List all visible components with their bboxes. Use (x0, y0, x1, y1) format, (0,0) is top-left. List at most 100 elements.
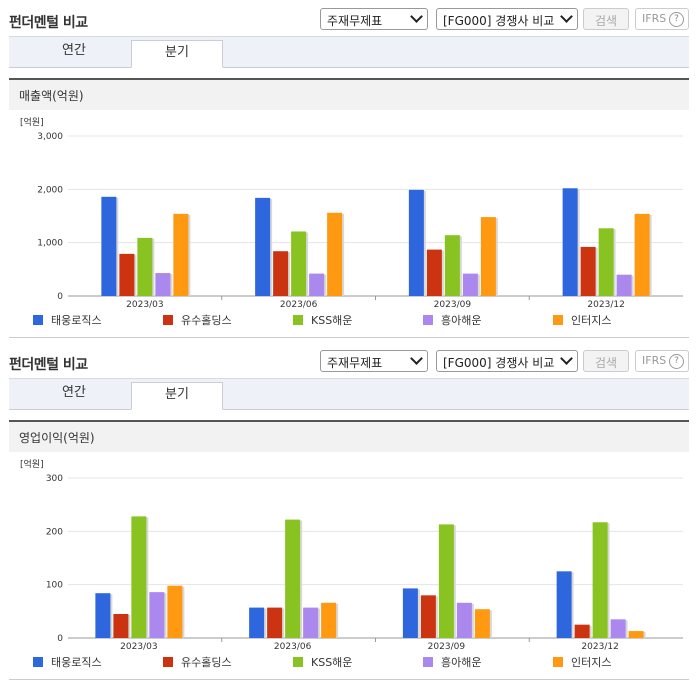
period-tabs: 연간 분기 (9, 378, 689, 410)
x-tick-label: 2023/03 (120, 642, 157, 652)
legend-item[interactable]: 태웅로직스 (33, 654, 102, 670)
bar (580, 246, 596, 296)
y-tick-label: 3,000 (37, 132, 63, 142)
ifrs-label: IFRS (642, 354, 667, 367)
legend-item[interactable]: KSS해운 (293, 654, 352, 670)
y-tick-label: 300 (46, 474, 63, 484)
chart-subtitle-bar: 매출액(억원) (9, 78, 689, 110)
legend-swatch (163, 657, 173, 667)
y-tick-label: 0 (57, 292, 63, 302)
x-tick-label: 2023/06 (280, 300, 318, 310)
legend-label: KSS해운 (311, 314, 353, 327)
chevron-down-icon (410, 352, 423, 365)
legend-swatch (423, 657, 433, 667)
bar (592, 522, 608, 638)
legend-swatch (33, 315, 43, 325)
help-icon[interactable]: ? (669, 354, 684, 369)
compare-group-select[interactable]: [FG000] 경쟁사 비교 (436, 350, 578, 372)
help-icon[interactable]: ? (669, 12, 684, 27)
revenue-chart: [억원] 0 1,000 2,000 3,000 2023/03 2023/06 2023/0… (20, 116, 683, 310)
ifrs-button[interactable]: IFRS ? (635, 350, 689, 372)
search-button[interactable]: 검색 (583, 350, 629, 372)
legend-item[interactable]: 유수홀딩스 (163, 312, 232, 328)
bar (634, 213, 650, 296)
legend-swatch (293, 657, 303, 667)
section-divider (9, 337, 689, 338)
tab-annual[interactable]: 연간 (62, 385, 86, 400)
legend-swatch (163, 315, 173, 325)
legend-item[interactable]: KSS해운 (293, 312, 352, 328)
page-title: 펀더멘털 비교 (9, 357, 88, 373)
legend-item[interactable]: 유수홀딩스 (163, 654, 232, 670)
bar (303, 607, 319, 638)
bar (249, 607, 265, 638)
statement-type-select[interactable]: 주재무제표 (320, 8, 428, 30)
legend-label: 흥아해운 (441, 314, 482, 327)
bar (616, 274, 632, 296)
search-button[interactable]: 검색 (583, 8, 629, 30)
bar (101, 196, 117, 296)
legend-label: 태웅로직스 (51, 656, 102, 669)
operating-profit-legend: 태웅로직스 유수홀딩스 KSS해운 흥아해운 인터지스 (0, 654, 696, 672)
legend-item[interactable]: 인터지스 (553, 312, 611, 328)
bar (556, 571, 572, 638)
bar (327, 212, 343, 296)
bar (155, 273, 171, 296)
x-tick-label: 2023/12 (581, 642, 618, 652)
compare-group-select[interactable]: [FG000] 경쟁사 비교 (436, 8, 578, 30)
chart-subtitle: 영업이익(억원) (19, 431, 95, 445)
legend-label: 태웅로직스 (51, 314, 102, 327)
y-tick-label: 200 (46, 527, 63, 537)
statement-type-select[interactable]: 주재무제표 (320, 350, 428, 372)
section-header: 펀더멘털 비교 주재무제표 [FG000] 경쟁사 비교 검색 IFRS ? (0, 0, 696, 36)
bar (574, 624, 590, 638)
legend-item[interactable]: 흥아해운 (423, 654, 481, 670)
tab-quarter[interactable]: 분기 (131, 40, 223, 68)
bar (309, 273, 325, 296)
ifrs-button[interactable]: IFRS ? (635, 8, 689, 30)
bar (267, 607, 283, 638)
ifrs-label: IFRS (642, 12, 667, 25)
bar (438, 524, 454, 638)
page-title: 펀더멘털 비교 (9, 15, 88, 31)
x-tick-label: 2023/12 (587, 300, 624, 310)
chevron-down-icon (560, 352, 573, 365)
x-tick-label: 2023/09 (434, 300, 472, 310)
compare-group-value: [FG000] 경쟁사 비교 (443, 356, 555, 370)
legend-label: KSS해운 (311, 656, 353, 669)
legend-swatch (33, 657, 43, 667)
bar (95, 593, 111, 638)
section-header: 펀더멘털 비교 주재무제표 [FG000] 경쟁사 비교 검색 IFRS ? (0, 342, 696, 378)
bar (131, 516, 147, 638)
y-unit-label: [억원] (20, 458, 44, 470)
legend-item[interactable]: 인터지스 (553, 654, 611, 670)
legend-label: 인터지스 (571, 314, 612, 327)
statement-type-value: 주재무제표 (327, 14, 383, 28)
bar (113, 614, 129, 638)
period-tabs: 연간 분기 (9, 36, 689, 68)
tab-annual[interactable]: 연간 (62, 43, 86, 58)
legend-item[interactable]: 흥아해운 (423, 312, 481, 328)
bar (610, 619, 626, 638)
bar (426, 249, 442, 296)
bar (173, 213, 189, 296)
x-tick-label: 2023/06 (274, 642, 312, 652)
bar (462, 273, 478, 296)
legend-swatch (553, 315, 563, 325)
bar (273, 251, 289, 296)
bar (444, 235, 460, 296)
legend-swatch (423, 315, 433, 325)
operating-profit-chart: [억원] 0 100 200 300 2023/03 2023/06 2023/09 2023/… (20, 458, 683, 652)
legend-label: 흥아해운 (441, 656, 482, 669)
tab-quarter[interactable]: 분기 (131, 382, 223, 410)
legend-item[interactable]: 태웅로직스 (33, 312, 102, 328)
bar (408, 189, 424, 296)
y-tick-label: 2,000 (37, 185, 63, 195)
chart-subtitle: 매출액(억원) (19, 89, 84, 103)
legend-swatch (553, 657, 563, 667)
section-divider (9, 679, 689, 680)
bar (291, 231, 307, 296)
fundamental-section-2: 펀더멘털 비교 주재무제표 [FG000] 경쟁사 비교 검색 IFRS ? 연… (0, 342, 696, 452)
bar (167, 585, 183, 638)
x-tick-label: 2023/09 (428, 642, 466, 652)
